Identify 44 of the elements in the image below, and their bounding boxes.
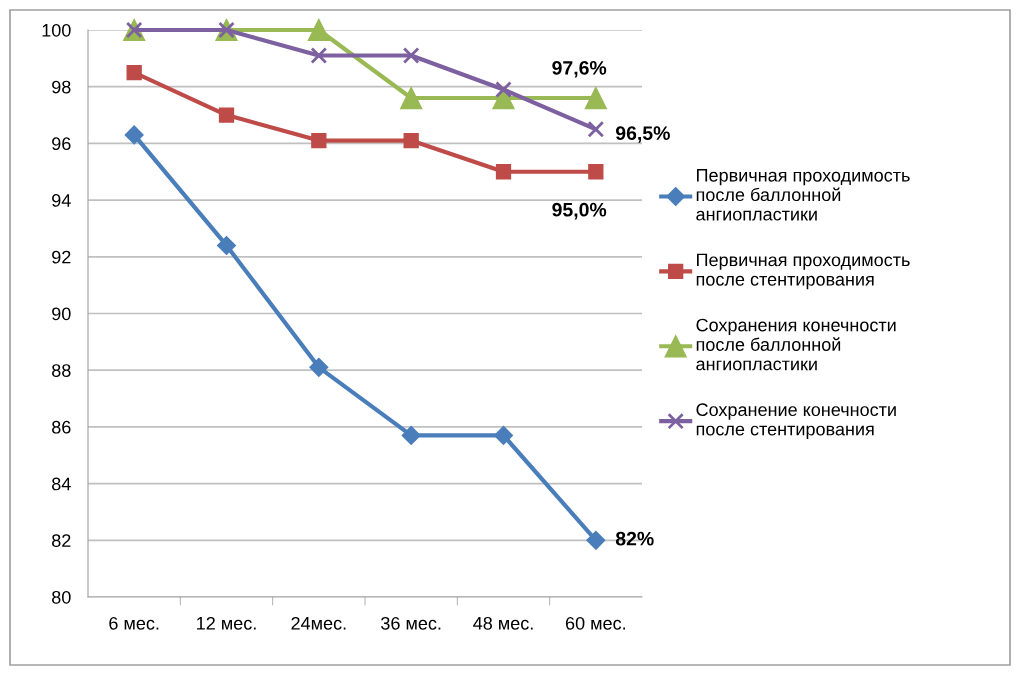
y-tick-label: 94 [52,194,71,207]
point [126,64,142,81]
y-tick-label: 100 [42,23,71,37]
y-tick-label: 86 [52,420,71,434]
y-tick-label: 88 [52,364,71,377]
x-tick-label: 36 мес. [381,616,441,630]
point [493,425,514,445]
legend-label: Первичная проходимость после баллонной ангиопластики [696,169,910,221]
annotation: 82% [615,531,654,546]
point [403,132,419,149]
point [309,357,329,377]
y-tick-label: 96 [52,137,71,151]
legend-label: Сохранение конечности после стентирования [696,403,896,440]
y-tick-label: 98 [52,80,71,94]
annotation: 95,0% [552,202,607,220]
point [586,530,606,550]
x-tick-label: 60 мес. [565,616,625,630]
y-tick-label: 92 [52,250,71,264]
point [216,235,237,255]
x-tick-label: 6 мес. [109,616,159,630]
annotation: 96,5% [615,126,670,143]
y-tick-label: 82 [52,534,71,548]
legend-label: Сохранения конечности после баллонной ангиопластики [696,318,896,371]
x-tick-label: 12 мес. [197,616,256,630]
legend-label: Первичная проходимость после стентирования [696,253,910,290]
x-tick-label: 24мес. [291,616,346,630]
x-tick-label: 48 мес. [473,616,533,630]
point [584,86,607,110]
y-tick-label: 84 [52,477,71,491]
point [311,132,327,149]
point [587,120,605,138]
point [402,47,420,64]
point [400,86,423,110]
point [492,86,515,110]
y-tick-label: 90 [52,307,71,321]
point [124,125,144,145]
point [495,164,512,180]
point [588,164,604,180]
point [401,425,421,445]
y-tick-label: 80 [52,590,71,604]
point [218,107,235,123]
point [307,18,330,42]
point [310,47,328,64]
annotation: 97,6% [552,60,607,78]
